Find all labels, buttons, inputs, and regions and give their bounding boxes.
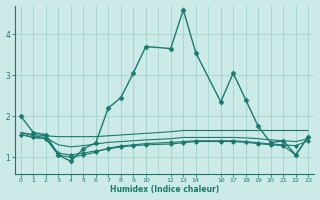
X-axis label: Humidex (Indice chaleur): Humidex (Indice chaleur) bbox=[110, 185, 219, 194]
